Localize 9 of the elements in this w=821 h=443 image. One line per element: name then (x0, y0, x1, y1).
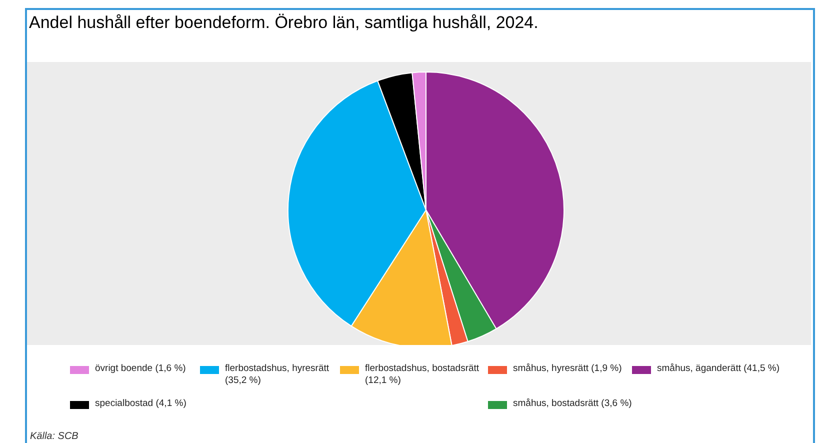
text: Källa: SCB (30, 431, 78, 442)
chart-title: Andel hushåll efter boendeform. Örebro län, samtliga hushåll, 2024. (29, 13, 538, 33)
legend-label: småhus, äganderätt (41,5 %) (657, 363, 780, 375)
legend-label: specialbostad (4,1 %) (95, 398, 186, 410)
legend-label: flerbostadshus, hyresrätt (35,2 %) (225, 363, 330, 387)
legend-label: småhus, hyresrätt (1,9 %) (513, 363, 622, 375)
legend-label: övrigt boende (1,6 %) (95, 363, 186, 375)
legend-label: småhus, bostadsrätt (3,6 %) (513, 398, 632, 410)
legend-label: flerbostadshus, bostadsrätt (12,1 %) (365, 363, 480, 387)
